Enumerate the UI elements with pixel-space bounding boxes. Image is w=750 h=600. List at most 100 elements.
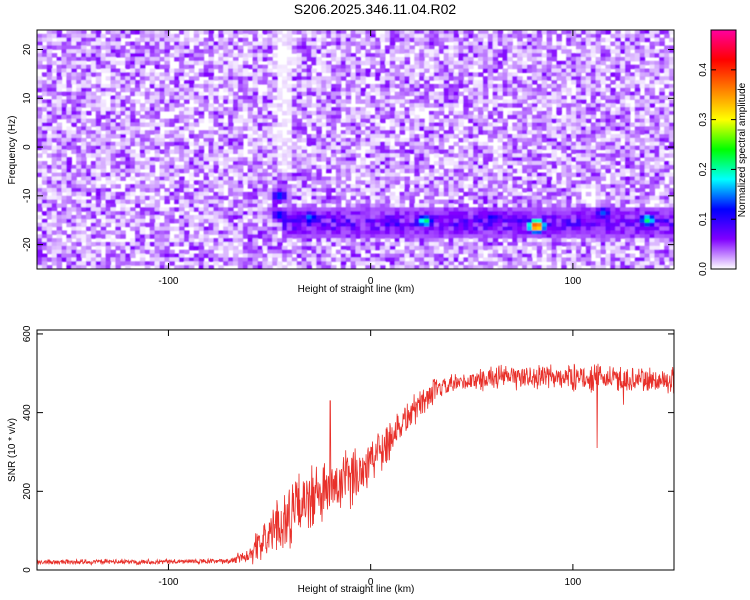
heatmap-cell: [350, 41, 357, 47]
heatmap-cell: [448, 195, 455, 201]
heatmap-cell: [438, 80, 445, 85]
heatmap-cell: [375, 110, 381, 116]
heatmap-cell: [306, 157, 312, 162]
heatmap-cell: [130, 41, 136, 47]
heatmap-cell: [149, 76, 156, 81]
heatmap-cell: [37, 122, 43, 127]
heatmap-cell: [507, 72, 513, 77]
heatmap-cell: [502, 53, 508, 58]
heatmap-cell: [502, 161, 508, 166]
heatmap-cell: [120, 157, 126, 162]
heatmap-cell: [326, 168, 332, 174]
heatmap-cell: [482, 49, 489, 54]
heatmap-cell: [76, 137, 82, 143]
heatmap-cell: [419, 95, 425, 100]
heatmap-cell: [321, 95, 327, 100]
heatmap-cell: [135, 56, 141, 62]
heatmap-cell: [184, 37, 190, 43]
heatmap-cell: [561, 83, 567, 89]
heatmap-cell: [164, 176, 170, 181]
heatmap-cell: [237, 164, 244, 170]
heatmap-cell: [590, 91, 597, 97]
heatmap-cell: [585, 68, 592, 73]
heatmap-cell: [566, 141, 572, 147]
heatmap-cell: [345, 37, 352, 43]
heatmap-cell: [81, 126, 87, 131]
heatmap-cell: [394, 68, 401, 73]
heatmap-cell: [66, 114, 72, 120]
heatmap-cell: [267, 99, 273, 104]
heatmap-cell: [326, 199, 332, 205]
heatmap-cell: [247, 164, 254, 170]
heatmap-cell: [600, 118, 606, 124]
heatmap-cell: [556, 41, 562, 47]
heatmap-cell: [331, 157, 337, 162]
heatmap-cell: [46, 176, 53, 181]
heatmap-cell: [634, 95, 641, 100]
heatmap-cell: [184, 157, 190, 162]
heatmap-cell: [527, 68, 533, 73]
heatmap-cell: [634, 103, 641, 108]
heatmap-cell: [76, 203, 82, 208]
heatmap-cell: [179, 76, 185, 81]
heatmap-cell: [429, 56, 435, 62]
heatmap-cell: [184, 149, 190, 154]
heatmap-cell: [149, 95, 156, 100]
heatmap-cell: [502, 37, 508, 43]
heatmap-cell: [252, 56, 259, 62]
heatmap-cell: [169, 161, 175, 166]
heatmap-cell: [424, 103, 430, 108]
heatmap-cell: [404, 53, 410, 58]
heatmap-cell: [389, 95, 396, 100]
heatmap-cell: [184, 107, 190, 112]
heatmap-cell: [571, 60, 577, 66]
heatmap-cell: [120, 191, 126, 197]
heatmap-cell: [615, 95, 621, 100]
heatmap-cell: [120, 141, 126, 147]
heatmap-cell: [478, 41, 484, 47]
heatmap-cell: [585, 41, 592, 47]
heatmap-cell: [453, 168, 459, 174]
heatmap-cell: [438, 207, 445, 212]
heatmap-cell: [272, 191, 278, 197]
heatmap-cell: [458, 30, 464, 35]
heatmap-cell: [404, 118, 410, 124]
heatmap-cell: [296, 49, 303, 54]
heatmap-cell: [331, 30, 337, 35]
heatmap-cell: [409, 64, 415, 70]
heatmap-cell: [135, 110, 141, 116]
heatmap-cell: [605, 87, 611, 93]
heatmap-cell: [95, 145, 102, 151]
heatmap-cell: [169, 168, 175, 174]
heatmap-cell: [149, 157, 156, 162]
heatmap-cell: [536, 110, 543, 116]
heatmap-cell: [174, 207, 180, 212]
heatmap-cell: [149, 30, 156, 35]
heatmap-cell: [233, 157, 239, 162]
heatmap-cell: [100, 114, 107, 120]
heatmap-cell: [296, 83, 303, 89]
heatmap-cell: [625, 87, 631, 93]
heatmap-cell: [375, 149, 381, 154]
heatmap-cell: [218, 126, 224, 131]
heatmap-cell: [193, 137, 200, 143]
heatmap-cell: [203, 211, 210, 216]
heatmap-cell: [198, 72, 205, 77]
heatmap-cell: [669, 164, 674, 170]
heatmap-cell: [46, 99, 53, 104]
heatmap-cell: [301, 145, 308, 151]
heatmap-cell: [482, 99, 489, 104]
heatmap-cell: [198, 180, 205, 185]
heatmap-cell: [306, 49, 312, 54]
heatmap-cell: [610, 87, 616, 93]
heatmap-cell: [669, 145, 674, 151]
heatmap-cell: [125, 207, 131, 212]
heatmap-cell: [634, 83, 641, 89]
heatmap-cell: [576, 114, 582, 120]
heatmap-cell: [257, 114, 263, 120]
heatmap-cell: [625, 33, 631, 39]
heatmap-cell: [51, 157, 58, 162]
heatmap-cell: [144, 107, 151, 112]
heatmap-cell: [208, 56, 214, 62]
heatmap-cell: [463, 41, 469, 47]
